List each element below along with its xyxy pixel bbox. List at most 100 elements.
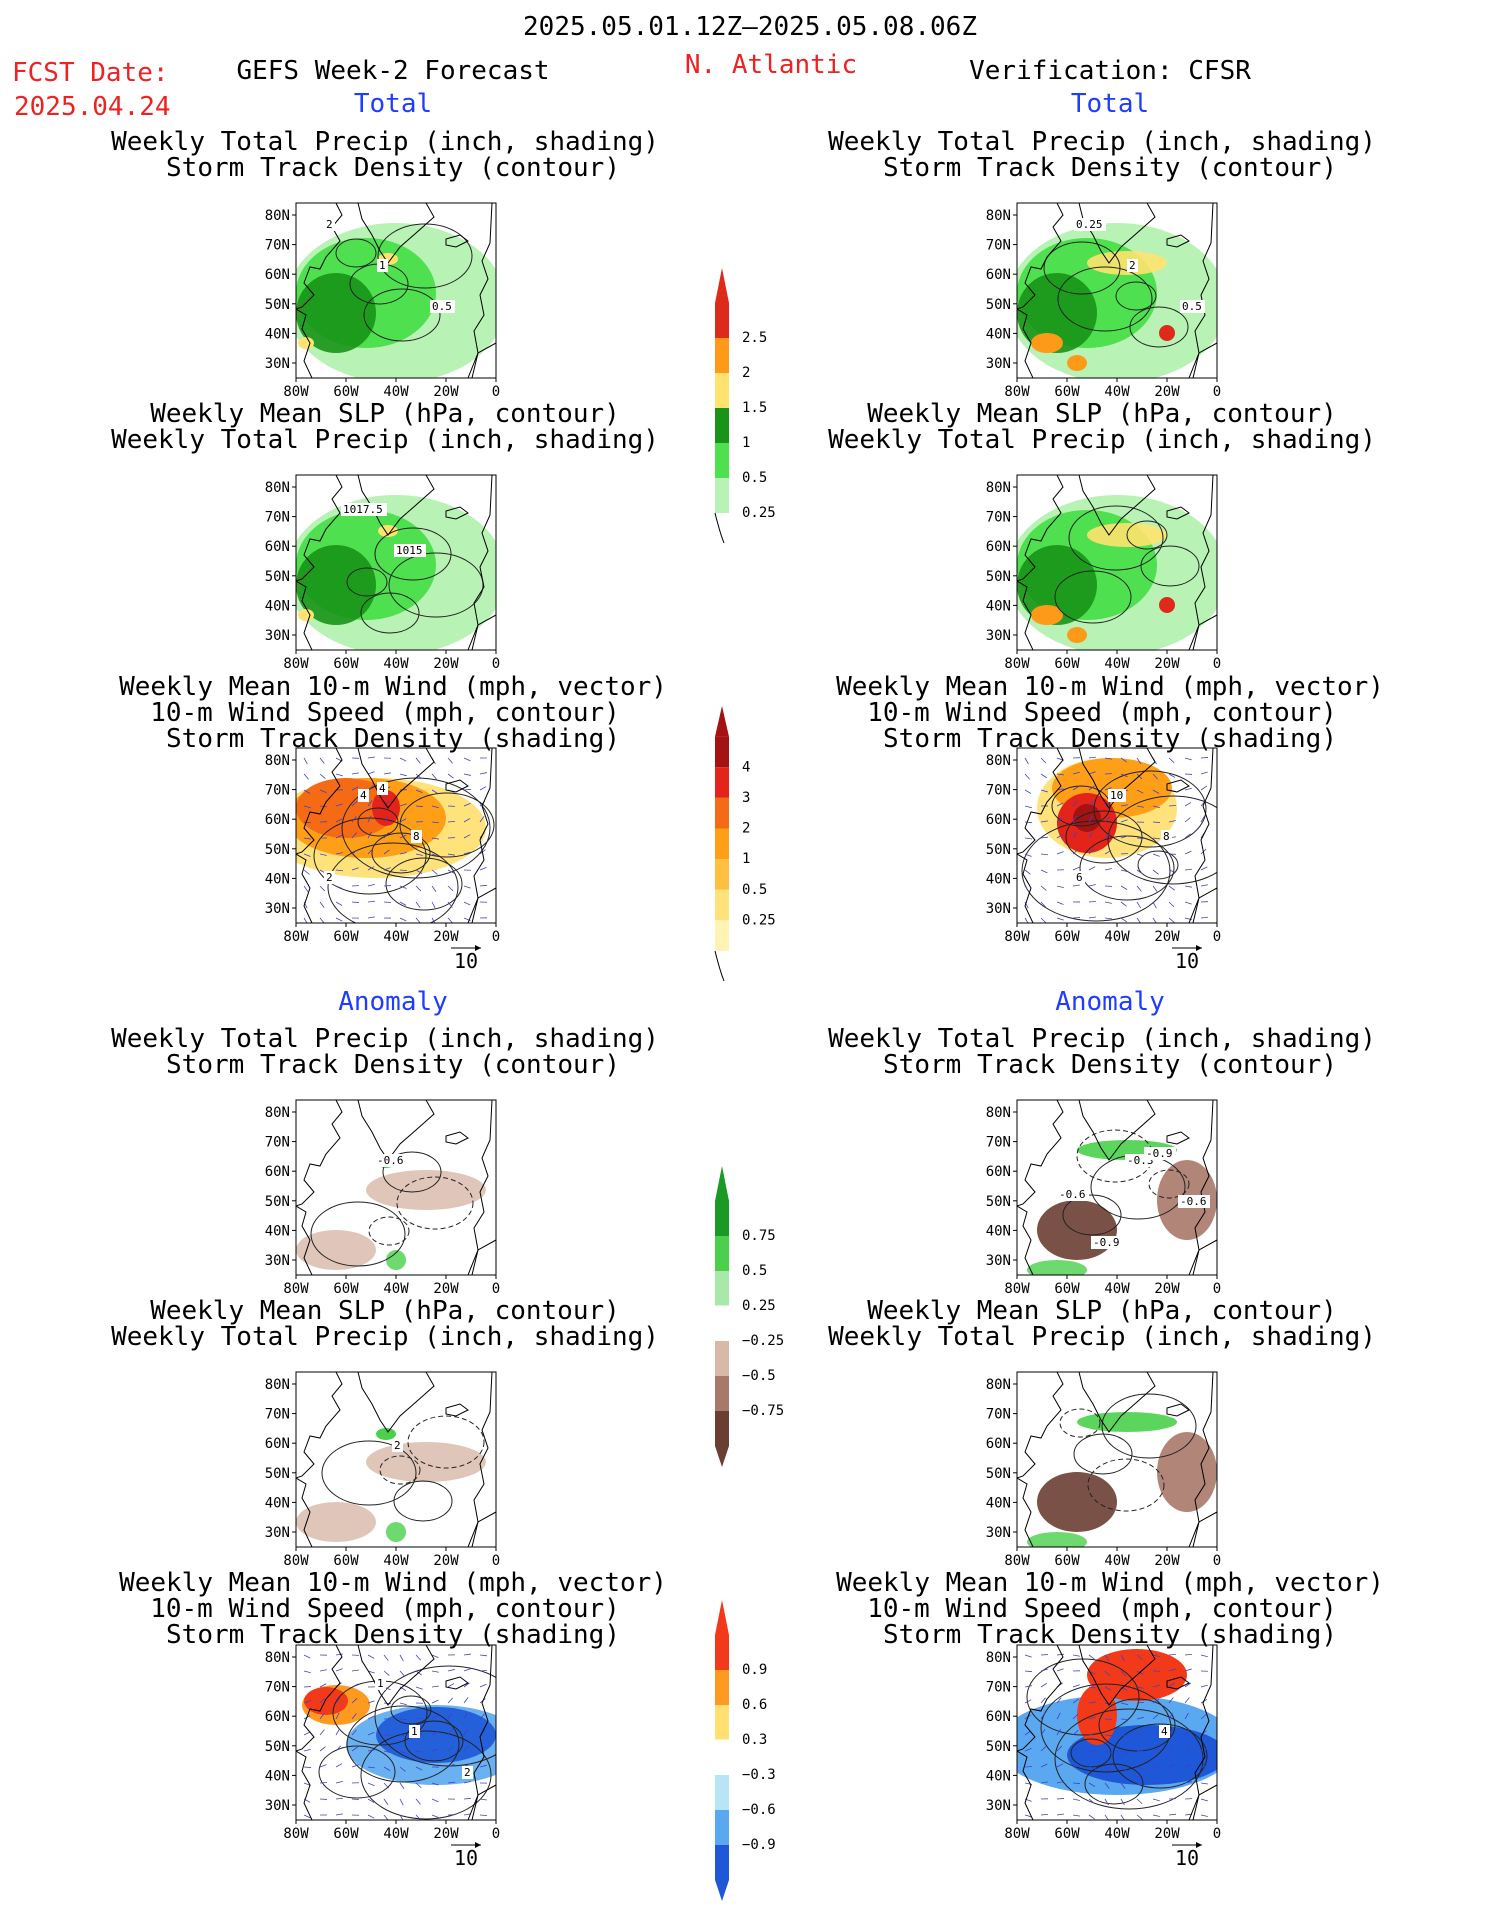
wind-vector [383, 816, 389, 823]
coastline-africa [1188, 342, 1217, 378]
contour-line [374, 527, 452, 581]
lat-label: 80N [265, 1650, 290, 1666]
wind-vector [447, 853, 455, 856]
lon-label: 60W [333, 1281, 359, 1297]
colorbar-swatch [715, 797, 729, 829]
coastline-europe [1192, 748, 1217, 923]
lon-label: 20W [433, 1826, 459, 1842]
left-column-title: GEFS Week-2 Forecast [236, 56, 550, 86]
wind-vector [415, 869, 423, 874]
colorbar-label: 1.5 [742, 400, 767, 416]
wind-vector [303, 1670, 311, 1674]
lat-label: 50N [265, 1194, 290, 1210]
coastline-canada [296, 1372, 343, 1479]
wind-vector [1200, 1782, 1208, 1785]
wind-vector [1136, 1782, 1143, 1788]
panel-title-line: 10-m Wind Speed (mph, contour) [867, 1594, 1337, 1624]
colorbar-swatch [715, 303, 729, 338]
wind-vector [1088, 900, 1097, 903]
wind-vector [463, 1682, 470, 1688]
wind-vector [1136, 1716, 1144, 1720]
wind-vector [415, 789, 423, 793]
lon-label: 0 [492, 1281, 500, 1297]
shading-region [296, 1502, 376, 1542]
wind-vector [335, 917, 343, 922]
wind-vector [319, 1746, 326, 1752]
coastline-canada [296, 203, 343, 310]
wind-vector [1072, 1654, 1080, 1657]
shading-region [1031, 605, 1063, 625]
wind-vector [431, 1814, 439, 1818]
wind-vector [447, 1683, 455, 1688]
panel-title-line: Weekly Mean 10-m Wind (mph, vector) [119, 672, 667, 702]
lat-label: 70N [265, 1135, 290, 1151]
wind-vector [447, 885, 454, 892]
panel-title-line: Weekly Total Precip (inch, shading) [828, 1024, 1376, 1054]
wind-vector [415, 901, 421, 908]
wind-vector [1152, 1654, 1160, 1658]
wind-vector [1152, 1782, 1160, 1785]
contour-label: -0.6 [377, 1154, 404, 1167]
wind-vector [1056, 1813, 1064, 1816]
panel-title-line: Weekly Mean SLP (hPa, contour) [150, 399, 620, 429]
wind-vector [383, 1670, 390, 1676]
wind-vector [1184, 850, 1192, 855]
lat-label: 40N [986, 1495, 1011, 1511]
wind-vector [463, 901, 471, 906]
wind-vector [1184, 868, 1193, 871]
wind-vector [1120, 1670, 1127, 1677]
wind-vector [431, 1731, 439, 1736]
wind-vector [479, 1654, 488, 1657]
wind-vector [1152, 789, 1160, 794]
wind-vector [319, 1697, 326, 1704]
lon-label: 40W [383, 1826, 409, 1842]
contour-label-bg [392, 1439, 403, 1452]
lon-label: 40W [1104, 1553, 1130, 1569]
wind-vector [1040, 773, 1048, 779]
coastline-canada [296, 748, 343, 855]
wind-vector [1120, 804, 1128, 807]
wind-vector [1168, 1697, 1174, 1704]
wind-vector [415, 1686, 423, 1690]
panel-title-line: Storm Track Density (contour) [883, 1050, 1337, 1080]
lon-label: 60W [333, 656, 359, 672]
wind-vector [463, 757, 471, 762]
wind-vector [1184, 1697, 1190, 1704]
wind-vector [1072, 800, 1078, 807]
wind-vector [1136, 869, 1143, 875]
wind-vector [1104, 917, 1112, 920]
panel-title-line: Storm Track Density (shading) [883, 724, 1337, 754]
wind-vector [1184, 802, 1192, 807]
wind-vector [1104, 1734, 1113, 1737]
map-panel: 80N 70N 60N 50N 40N 30N 80W 60W 40W 20W 0 [986, 474, 1221, 672]
lon-label: 80W [1004, 656, 1030, 672]
wind-vector [463, 1813, 471, 1816]
colorbar-label: 3 [742, 790, 750, 806]
contour-label-bg [394, 544, 426, 557]
map-panel: 0.25 2 0.5 80N 70N 60N 50N 40N 30N 80W 60W 40W 20W 0 [986, 202, 1221, 400]
wind-vector [431, 869, 438, 875]
wind-vector [319, 757, 325, 764]
wind-vector [319, 1713, 325, 1720]
lon-label: 60W [333, 929, 359, 945]
contour-line [1107, 795, 1217, 885]
contour-label-bg [324, 218, 335, 231]
wind-vector [303, 757, 308, 765]
coastline-iceland [445, 506, 469, 520]
wind-vector [1104, 1782, 1110, 1789]
map-panel: 1 2 1 80N 70N 60N 50N 40N 30N 80W 60W 40W 20W 0 10 [265, 1644, 500, 1870]
lon-label: 0 [492, 656, 500, 672]
contour-label: 0.5 [432, 300, 452, 313]
lat-label: 30N [265, 1253, 290, 1269]
coastline-europe [471, 475, 496, 650]
lat-label: 70N [986, 1135, 1011, 1151]
wind-vector [367, 1731, 375, 1736]
wind-vector [1104, 757, 1112, 760]
lon-label: 40W [383, 1553, 409, 1569]
wind-vector [1168, 1745, 1175, 1752]
wind-vector [335, 901, 343, 906]
wind-vector [303, 773, 309, 780]
wind-vector [1120, 869, 1128, 873]
lon-label: 20W [1154, 1826, 1180, 1842]
map-panel: 4 8 2 4 80N 70N 60N 50N 40N 30N 80W 60W 40W 20W 0 10 [265, 747, 500, 973]
